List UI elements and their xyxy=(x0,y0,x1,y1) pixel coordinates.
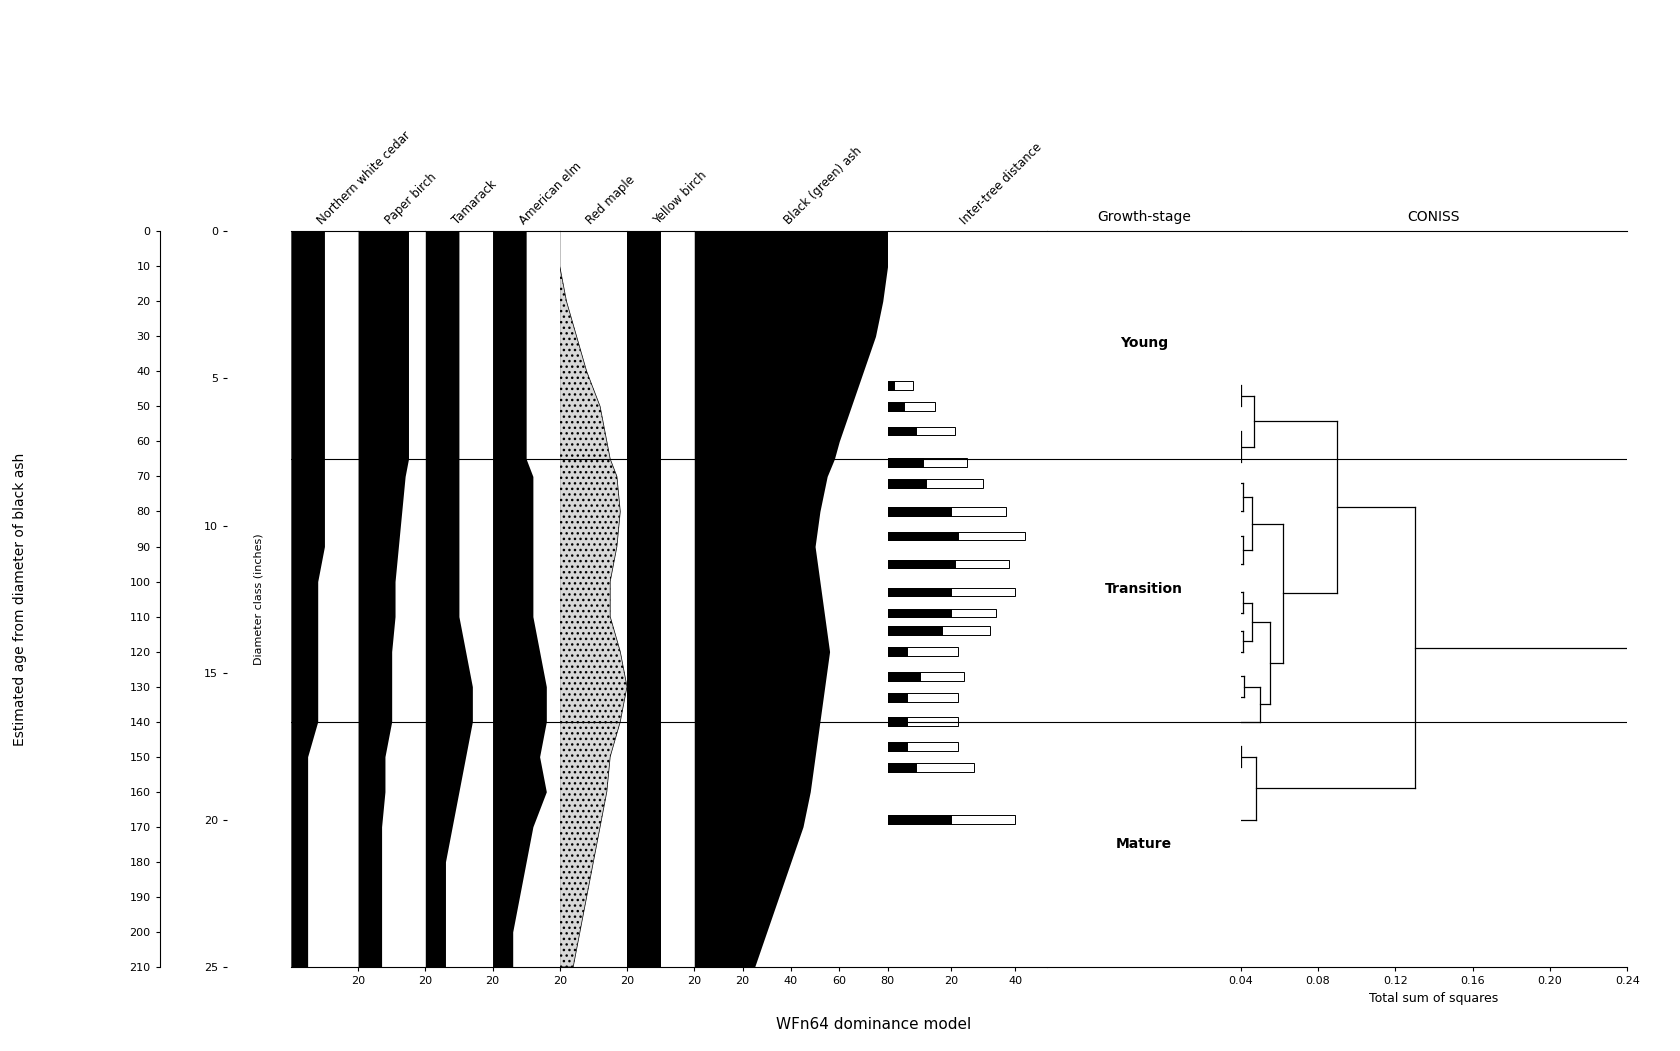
Text: Black (green) ash: Black (green) ash xyxy=(781,144,864,227)
Bar xyxy=(887,672,919,681)
Text: Paper birch: Paper birch xyxy=(383,170,438,227)
Bar xyxy=(887,508,951,516)
Text: Northern white cedar: Northern white cedar xyxy=(316,128,413,227)
Bar xyxy=(887,532,1025,540)
X-axis label: Total sum of squares: Total sum of squares xyxy=(1369,991,1497,1005)
Bar xyxy=(887,458,966,467)
Bar xyxy=(887,718,906,726)
Text: WFn64 dominance model: WFn64 dominance model xyxy=(776,1017,971,1032)
Bar xyxy=(887,763,916,771)
Text: American elm: American elm xyxy=(517,160,585,227)
Bar xyxy=(887,626,941,635)
Bar xyxy=(887,647,906,656)
Text: Yellow birch: Yellow birch xyxy=(652,168,709,227)
Bar xyxy=(887,427,916,435)
Text: Transition: Transition xyxy=(1104,581,1183,596)
Text: Inter-tree distance: Inter-tree distance xyxy=(958,141,1045,227)
Bar xyxy=(887,479,926,488)
Text: Young: Young xyxy=(1119,336,1168,350)
Bar xyxy=(887,693,906,702)
Bar xyxy=(887,458,922,467)
Bar xyxy=(887,718,958,726)
Bar xyxy=(887,588,951,597)
Text: Tamarack: Tamarack xyxy=(450,178,499,227)
Bar xyxy=(887,672,964,681)
Text: Growth-stage: Growth-stage xyxy=(1097,210,1189,224)
Bar xyxy=(887,479,983,488)
Bar xyxy=(887,816,951,824)
Bar xyxy=(887,609,996,618)
Bar xyxy=(887,559,954,569)
Bar xyxy=(887,508,1005,516)
Bar xyxy=(887,427,954,435)
Bar xyxy=(887,403,902,411)
Bar xyxy=(887,403,934,411)
Bar xyxy=(887,382,894,390)
Bar xyxy=(887,742,958,750)
Bar xyxy=(887,626,990,635)
Bar xyxy=(887,532,958,540)
Text: Estimated age from diameter of black ash: Estimated age from diameter of black ash xyxy=(13,452,27,746)
Bar xyxy=(887,816,1015,824)
Bar xyxy=(887,763,973,771)
Text: Red maple: Red maple xyxy=(585,173,638,227)
Bar xyxy=(887,609,951,618)
Bar xyxy=(887,647,958,656)
Bar xyxy=(887,588,1015,597)
Text: Mature: Mature xyxy=(1116,838,1171,851)
Bar xyxy=(887,742,906,750)
Bar xyxy=(887,559,1008,569)
Bar xyxy=(887,693,958,702)
Bar xyxy=(887,382,912,390)
Text: CONISS: CONISS xyxy=(1406,210,1460,224)
Text: Diameter class (inches): Diameter class (inches) xyxy=(254,533,264,665)
